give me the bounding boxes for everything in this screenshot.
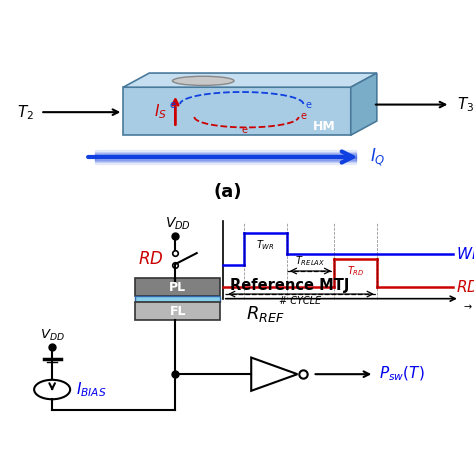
Text: Reference MTJ: Reference MTJ [230, 278, 349, 293]
Text: $V_{DD}$: $V_{DD}$ [40, 328, 64, 343]
Text: FL: FL [170, 305, 186, 318]
Text: # CYCLE: # CYCLE [279, 296, 321, 306]
Polygon shape [351, 73, 377, 135]
Bar [135, 296, 220, 302]
Text: $I_S$: $I_S$ [154, 102, 167, 120]
Text: $I_Q$: $I_Q$ [370, 146, 385, 168]
Text: HM: HM [313, 120, 336, 133]
Text: $T_{RELAX}$: $T_{RELAX}$ [295, 255, 326, 268]
Bar [135, 302, 220, 320]
Text: $P_{sw}(T)$: $P_{sw}(T)$ [379, 365, 425, 383]
Polygon shape [123, 87, 351, 135]
Bar [135, 278, 220, 296]
Text: e: e [301, 111, 307, 121]
Text: $T_2$: $T_2$ [17, 103, 34, 121]
Circle shape [34, 380, 70, 399]
Polygon shape [251, 357, 298, 391]
Text: $I_{BIAS}$: $I_{BIAS}$ [76, 380, 107, 399]
Text: $RD$: $RD$ [456, 279, 474, 295]
Text: $R_{REF}$: $R_{REF}$ [246, 304, 285, 324]
Text: PL: PL [169, 281, 186, 294]
Text: e: e [170, 100, 176, 110]
Polygon shape [123, 73, 377, 87]
Ellipse shape [173, 76, 234, 85]
Text: (a): (a) [213, 183, 242, 201]
Text: $V_{DD}$: $V_{DD}$ [165, 216, 191, 232]
Text: $RD$: $RD$ [138, 250, 164, 268]
Text: $T_{WR}$: $T_{WR}$ [256, 238, 275, 252]
Text: $T_{RD}$: $T_{RD}$ [346, 264, 365, 278]
Text: e: e [306, 100, 312, 110]
Text: $T_3$: $T_3$ [457, 95, 474, 114]
Text: $\rightarrow$TIME: $\rightarrow$TIME [462, 300, 474, 312]
Text: e: e [242, 125, 248, 135]
Text: $WR$: $WR$ [456, 246, 474, 262]
